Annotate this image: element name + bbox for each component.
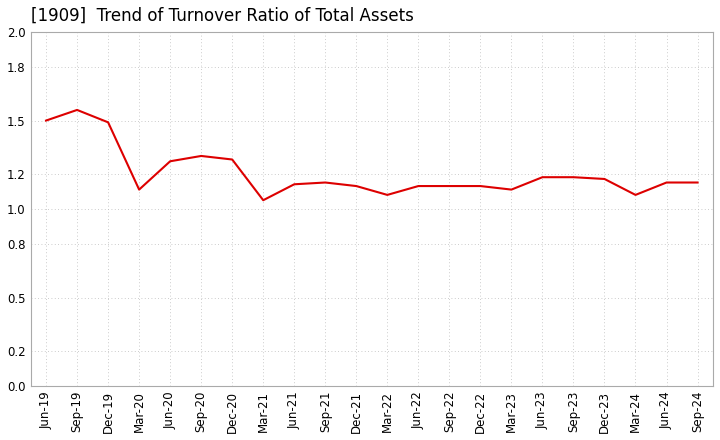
Text: [1909]  Trend of Turnover Ratio of Total Assets: [1909] Trend of Turnover Ratio of Total …	[30, 7, 413, 25]
